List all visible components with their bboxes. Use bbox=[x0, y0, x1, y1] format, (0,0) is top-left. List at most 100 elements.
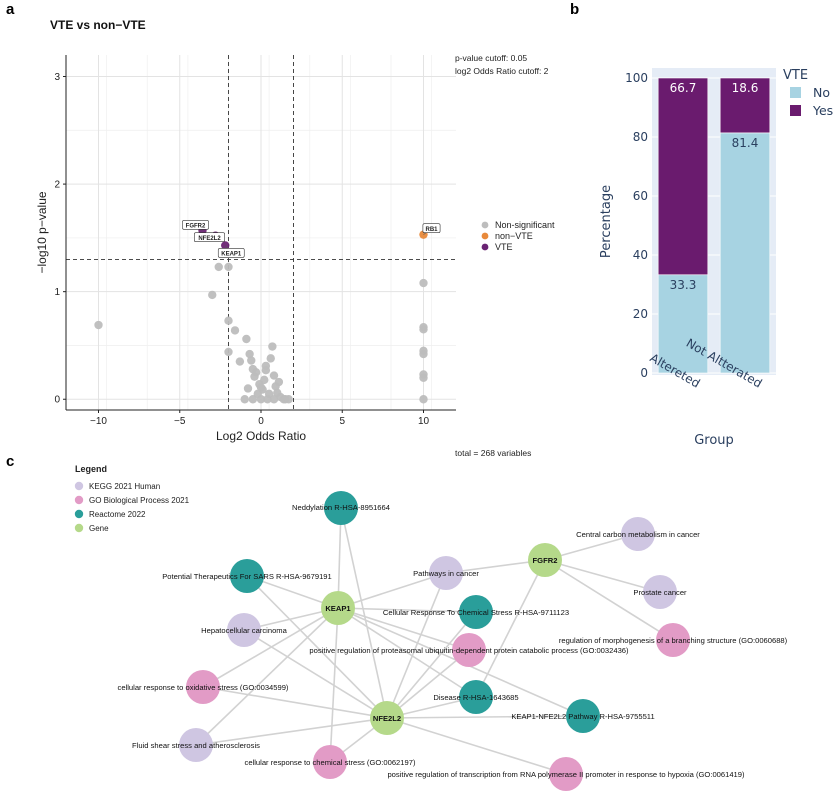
network-edge bbox=[246, 575, 388, 719]
bar-y-tick-label: 40 bbox=[633, 248, 648, 262]
volcano-gene-label: KEAP1 bbox=[221, 252, 242, 258]
volcano-point-non-significant bbox=[419, 325, 428, 334]
network-node-keap1-nfe2l2: KEAP1-NFE2L2 Pathway R-HSA-9755511 bbox=[511, 699, 655, 733]
network-node-label: Prostate cancer bbox=[633, 588, 687, 597]
volcano-x-tick-label: 10 bbox=[418, 416, 430, 427]
volcano-x-tick-label: 5 bbox=[339, 416, 345, 427]
network-node-circle bbox=[179, 728, 213, 762]
network-node-circle bbox=[313, 745, 347, 779]
volcano-point-non-significant bbox=[240, 395, 249, 404]
network-edge bbox=[337, 572, 447, 609]
volcano-x-tick-label: −10 bbox=[90, 416, 107, 427]
bar-value-label: 81.4 bbox=[732, 136, 759, 150]
network-node-pos-reg-transcription: positive regulation of transcription fro… bbox=[387, 757, 745, 791]
volcano-label-box bbox=[194, 232, 226, 243]
network-node-disease: Disease R-HSA-1643685 bbox=[433, 680, 519, 714]
network-node-circle bbox=[186, 670, 220, 704]
network-edge bbox=[544, 559, 661, 593]
bar-legend-swatch-yes bbox=[790, 105, 801, 116]
network-legend-label: Reactome 2022 bbox=[89, 510, 146, 519]
network-node-circle bbox=[549, 757, 583, 791]
bar-legend-label: No bbox=[813, 85, 830, 100]
network-edge bbox=[544, 559, 674, 641]
network-node-label: Disease R-HSA-1643685 bbox=[433, 693, 518, 702]
bar-value-label: 66.7 bbox=[670, 81, 697, 95]
network-edge bbox=[202, 607, 339, 688]
network-node-pos-reg-proteasomal: positive regulation of proteasomal ubiqu… bbox=[309, 633, 629, 667]
network-node-label: KEAP1-NFE2L2 Pathway R-HSA-9755511 bbox=[511, 712, 654, 721]
volcano-point-non-significant bbox=[284, 395, 293, 404]
volcano-point-non-significant bbox=[242, 334, 251, 344]
network-node-label: Fluid shear stress and atherosclerosis bbox=[132, 741, 260, 750]
bar-y-tick-label: 80 bbox=[633, 130, 648, 144]
network-node-circle bbox=[321, 591, 355, 625]
network-edge bbox=[337, 607, 470, 651]
network-node-fgfr2: FGFR2 bbox=[528, 543, 562, 577]
volcano-point-non-significant bbox=[248, 395, 258, 404]
network-node-label: Cellular Response To Chemical Stress R-H… bbox=[383, 608, 569, 617]
network-edge bbox=[340, 507, 388, 719]
volcano-legend-label: Non-significant bbox=[495, 220, 555, 230]
volcano-point-non-significant bbox=[224, 262, 233, 272]
network-legend-swatch-reactome-2022 bbox=[74, 509, 84, 519]
total-variables-text: total = 268 variables bbox=[455, 448, 531, 458]
network-legend-label: KEGG 2021 Human bbox=[89, 482, 160, 491]
network-legend-swatch-gene bbox=[74, 523, 84, 533]
network-node-circle bbox=[452, 633, 486, 667]
network-node-label: positive regulation of transcription fro… bbox=[387, 770, 745, 779]
bar-value-label: 33.3 bbox=[670, 278, 697, 292]
bar-value-label: 18.6 bbox=[732, 81, 759, 95]
volcano-x-tick-label: −5 bbox=[174, 416, 186, 427]
volcano-point-non-significant bbox=[269, 395, 279, 404]
network-legend-swatch-kegg-2021-human bbox=[74, 481, 84, 491]
bar-y-tick-label: 20 bbox=[633, 307, 648, 321]
volcano-y-tick-label: 3 bbox=[54, 72, 60, 83]
bar-segment-no bbox=[719, 132, 771, 374]
network-node-circle bbox=[230, 559, 264, 593]
volcano-point-non-significant bbox=[263, 395, 272, 404]
network-legend-swatch-go-biological-process-2021 bbox=[74, 495, 84, 505]
volcano-point-non-significant bbox=[419, 373, 428, 382]
panel-letter-c: c bbox=[6, 453, 14, 470]
volcano-point-non-significant bbox=[266, 354, 275, 363]
network-node-circle bbox=[643, 575, 677, 609]
bar-legend-label: Yes bbox=[812, 103, 833, 118]
network-legend: KEGG 2021 Human GO Biological Process 202… bbox=[74, 481, 190, 533]
network-node-cell-resp-chem-go: cellular response to chemical stress (GO… bbox=[245, 745, 416, 779]
network-node-label: NFE2L2 bbox=[373, 714, 401, 723]
network-node-label: cellular response to chemical stress (GO… bbox=[245, 758, 416, 767]
network-node-potential-thera: Potential Therapeutics For SARS R-HSA-96… bbox=[162, 559, 332, 593]
volcano-x-tick-label: 0 bbox=[258, 416, 264, 427]
network-node-label: regulation of morphogenesis of a branchi… bbox=[559, 636, 788, 645]
volcano-y-tick-label: 2 bbox=[54, 180, 60, 191]
bar-x-axis-label: Group bbox=[694, 433, 734, 448]
network-edge bbox=[386, 611, 477, 719]
volcano-point-non-significant bbox=[269, 371, 279, 380]
network-edge bbox=[386, 649, 470, 719]
network-node-label: FGFR2 bbox=[533, 556, 558, 565]
pvalue-cutoff-text: p-value cutoff: 0.05 bbox=[455, 53, 527, 63]
network-node-fluid-shear: Fluid shear stress and atherosclerosis bbox=[132, 728, 260, 762]
network-node-circle bbox=[566, 699, 600, 733]
network-edge bbox=[386, 717, 567, 775]
network-edge bbox=[337, 607, 477, 613]
volcano-point-non-significant bbox=[214, 262, 223, 272]
volcano-gene-label: RB1 bbox=[425, 227, 438, 233]
network-legend-label: Gene bbox=[89, 524, 109, 533]
network-node-hepatocellular: Hepatocellular carcinoma bbox=[201, 613, 288, 647]
volcano-point-non-significant bbox=[230, 326, 240, 335]
volcano-title: VTE vs non−VTE bbox=[50, 18, 146, 32]
volcano-legend-label: VTE bbox=[495, 242, 513, 252]
network-node-morphogenesis: regulation of morphogenesis of a branchi… bbox=[559, 623, 788, 657]
volcano-gridlines bbox=[65, 55, 456, 410]
network-edge bbox=[243, 629, 388, 719]
volcano-legend-swatch-vte bbox=[481, 243, 489, 251]
network-nodes: Neddylation R-HSA-8951664 FGFR2 Central ca… bbox=[118, 491, 788, 791]
volcano-legend-swatch-non-significant bbox=[481, 221, 489, 229]
volcano-point-non-significant bbox=[245, 349, 254, 359]
network-node-label: Hepatocellular carcinoma bbox=[201, 626, 287, 635]
volcano-gene-labels: RB1 FGFR2 NFE2L2 KEAP1 bbox=[182, 220, 441, 258]
bar-y-tick-label: 0 bbox=[640, 366, 648, 380]
